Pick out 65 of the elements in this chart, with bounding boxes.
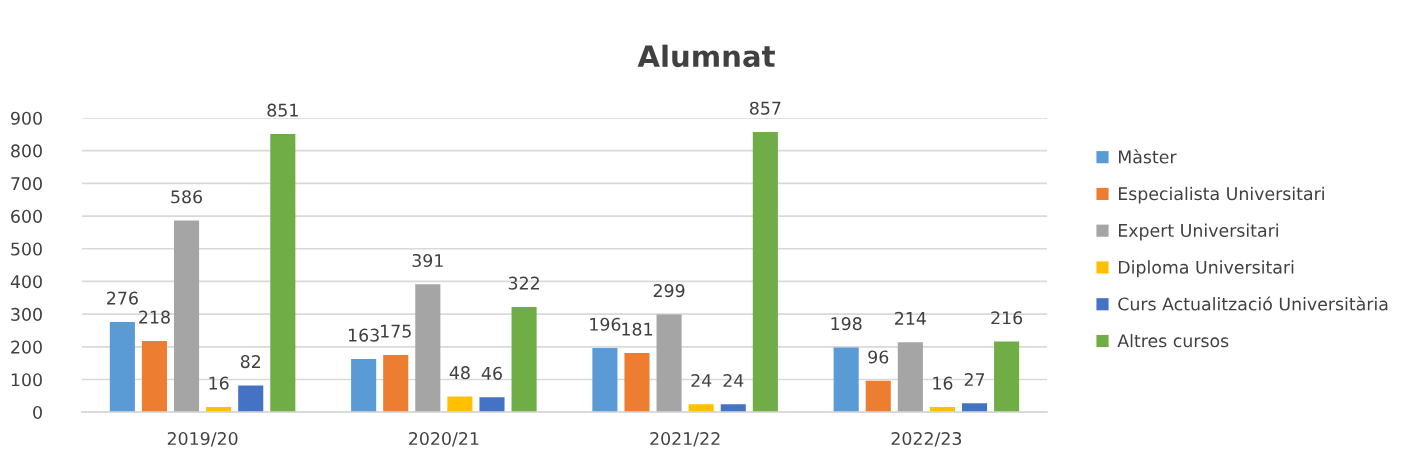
data-label: 163 xyxy=(348,328,379,342)
data-label: 218 xyxy=(139,310,170,324)
x-tick-label: 2020/21 xyxy=(409,431,479,447)
bar xyxy=(511,306,537,413)
data-label: 391 xyxy=(412,253,443,268)
data-label: 82 xyxy=(240,355,261,369)
bar xyxy=(479,397,505,413)
data-label: 586 xyxy=(171,190,203,204)
data-label: 181 xyxy=(622,322,652,336)
y-tick-label: 100 xyxy=(11,373,42,387)
y-tick-label: 0 xyxy=(33,405,42,420)
bar xyxy=(415,284,441,413)
data-label: 216 xyxy=(991,311,1023,325)
bar xyxy=(592,348,618,413)
bar xyxy=(109,321,135,413)
data-label: 851 xyxy=(267,103,298,117)
y-tick-label: 600 xyxy=(11,209,42,223)
legend-label: Curs Actualització Universitària xyxy=(1118,296,1388,311)
legend-label: Màster xyxy=(1118,149,1177,164)
data-label: 16 xyxy=(933,376,953,390)
data-label: 48 xyxy=(449,366,470,380)
legend-label: Altres cursos xyxy=(1117,333,1229,348)
data-label: 857 xyxy=(749,101,781,115)
bar xyxy=(351,358,377,413)
x-tick-label: 2022/23 xyxy=(891,431,962,447)
y-tick-label: 400 xyxy=(10,275,42,289)
chart-title: Alumnat xyxy=(637,44,775,68)
data-label: 24 xyxy=(691,373,712,387)
y-tick-label: 200 xyxy=(11,340,42,354)
bar xyxy=(897,342,923,413)
bar xyxy=(383,354,409,413)
x-tick-label: 2019/20 xyxy=(167,431,238,447)
data-label: 299 xyxy=(653,284,685,298)
data-label: 27 xyxy=(964,372,985,386)
data-label: 96 xyxy=(868,350,889,364)
y-tick-label: 800 xyxy=(11,144,42,158)
bar xyxy=(624,353,650,413)
bar xyxy=(238,385,264,413)
bar xyxy=(961,403,988,413)
bar xyxy=(994,341,1020,413)
y-tick-label: 300 xyxy=(11,307,42,321)
legend-label: Expert Universitari xyxy=(1118,223,1278,241)
data-label: 196 xyxy=(590,317,621,331)
data-label: 46 xyxy=(481,366,502,380)
data-label: 198 xyxy=(831,317,862,331)
y-tick-label: 900 xyxy=(11,111,42,125)
data-label: 214 xyxy=(895,311,926,325)
y-tick-label: 500 xyxy=(11,242,42,256)
data-label: 24 xyxy=(723,373,744,387)
bar xyxy=(833,347,859,413)
data-label: 276 xyxy=(107,291,138,305)
y-tick-label: 700 xyxy=(11,177,42,191)
legend-label: Diploma Universitari xyxy=(1118,260,1294,278)
bar xyxy=(865,380,891,413)
bar xyxy=(270,133,296,413)
bar xyxy=(174,220,200,413)
data-label: 16 xyxy=(209,376,229,390)
bar xyxy=(141,340,167,413)
bar xyxy=(752,132,778,413)
bar xyxy=(447,396,473,413)
bar xyxy=(656,314,682,413)
data-label: 175 xyxy=(381,324,411,338)
data-label: 322 xyxy=(508,276,539,290)
x-tick-label: 2021/22 xyxy=(650,431,720,447)
legend-label: Especialista Universitari xyxy=(1118,186,1324,204)
